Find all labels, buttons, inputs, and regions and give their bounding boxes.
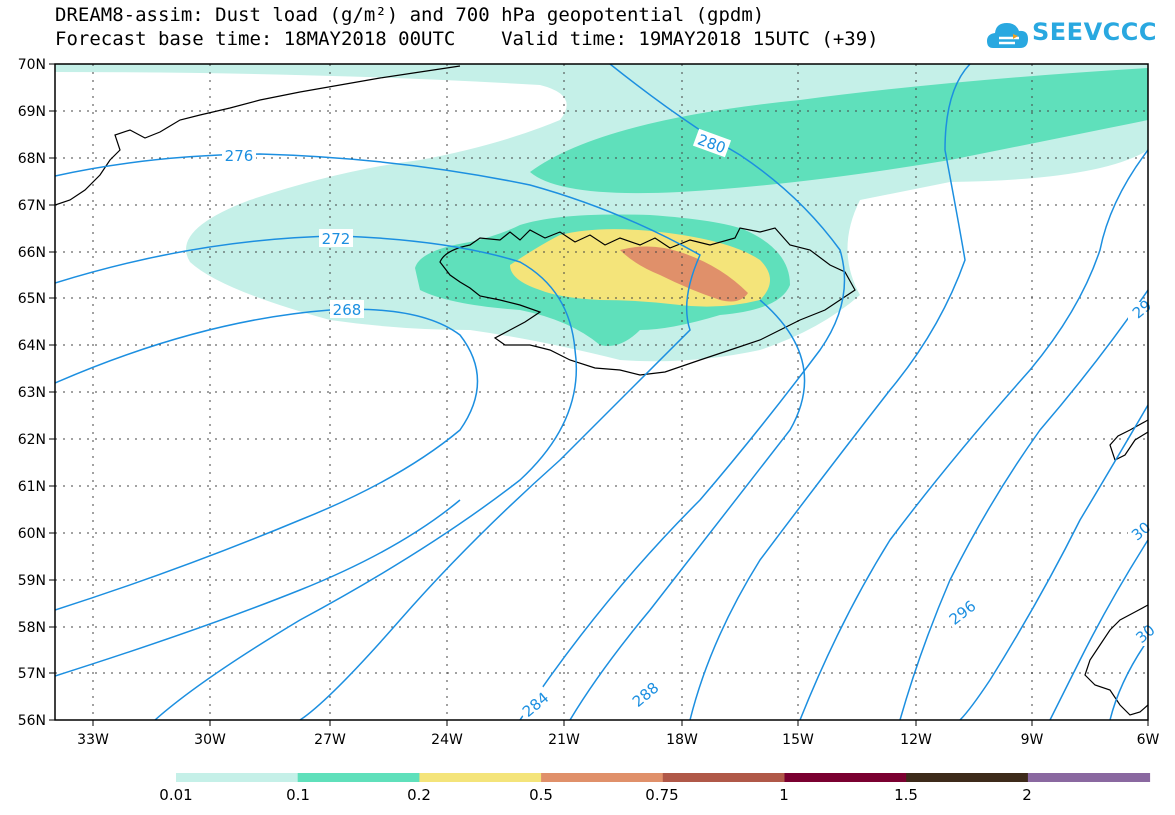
lat-label: 59N xyxy=(18,573,46,589)
latitude-labels: 70N 69N 68N 67N 66N 65N 64N 63N 62N 61N … xyxy=(18,57,46,729)
lat-label: 65N xyxy=(18,291,46,307)
contour-label: 276 xyxy=(225,147,254,165)
lon-label: 18W xyxy=(666,732,698,748)
coastlines xyxy=(55,65,1148,716)
lon-label: 24W xyxy=(431,732,463,748)
lat-label: 64N xyxy=(18,338,46,354)
colorbar-label: 2 xyxy=(1022,786,1032,804)
lat-label: 70N xyxy=(18,57,46,73)
contour-small-268 xyxy=(55,499,461,677)
colorbar-label: 0.01 xyxy=(159,786,192,804)
lon-label: 12W xyxy=(900,732,932,748)
colorbar-swatch xyxy=(662,773,785,782)
lon-label: 30W xyxy=(194,732,226,748)
contour-label: 272 xyxy=(322,230,351,248)
lat-label: 63N xyxy=(18,385,46,401)
lat-label: 58N xyxy=(18,620,46,636)
contour-304 xyxy=(1049,539,1148,720)
scotland-coastline xyxy=(1109,419,1148,461)
colorbar-swatch xyxy=(906,773,1029,782)
lon-label: 21W xyxy=(548,732,580,748)
lat-label: 60N xyxy=(18,526,46,542)
iceland-coastline xyxy=(439,227,856,376)
dust-area-0.01-small xyxy=(700,328,735,338)
graticule xyxy=(55,64,1148,720)
lat-label: 68N xyxy=(18,151,46,167)
colorbar-swatch xyxy=(1027,773,1151,782)
lon-label: 9W xyxy=(1021,732,1044,748)
colorbar xyxy=(176,773,1151,782)
lat-label: 62N xyxy=(18,432,46,448)
lon-label: 6W xyxy=(1137,732,1160,748)
colorbar-label: 0.5 xyxy=(529,786,553,804)
dust-shading xyxy=(55,64,1148,362)
lat-label: 57N xyxy=(18,666,46,682)
cloud-logo-icon xyxy=(987,23,1028,48)
contour-272 xyxy=(55,235,578,720)
contour-300 xyxy=(959,404,1148,720)
colorbar-swatch xyxy=(784,773,907,782)
contour-268 xyxy=(55,308,479,611)
colorbar-swatch xyxy=(541,773,664,782)
lat-label: 66N xyxy=(18,245,46,261)
lon-label: 15W xyxy=(782,732,814,748)
colorbar-swatch xyxy=(419,773,542,782)
colorbar-label: 1 xyxy=(779,786,789,804)
lon-label: 33W xyxy=(77,732,109,748)
chart-title: DREAM8-assim: Dust load (g/m²) and 700 h… xyxy=(55,4,765,26)
colorbar-swatch xyxy=(176,773,299,782)
dust-area-0.1-band xyxy=(530,68,1148,194)
colorbar-swatch xyxy=(297,773,420,782)
lat-label: 56N xyxy=(18,713,46,729)
logo-text: SEEVCCC xyxy=(1032,18,1157,46)
contour-284 xyxy=(569,299,806,720)
contour-label: 268 xyxy=(333,301,362,319)
contour-292 xyxy=(799,149,1148,720)
lat-label: 67N xyxy=(18,198,46,214)
british-isles-coastline xyxy=(1084,604,1148,716)
axis-ticks xyxy=(49,63,1149,726)
geopotential-contours xyxy=(55,64,1148,720)
contour-296 xyxy=(899,289,1148,720)
contour-308 xyxy=(1109,639,1148,720)
lat-label: 69N xyxy=(18,104,46,120)
lat-label: 61N xyxy=(18,479,46,495)
longitude-labels: 33W 30W 27W 24W 21W 18W 15W 12W 9W 6W xyxy=(77,732,1159,748)
colorbar-label: 1.5 xyxy=(894,786,918,804)
lon-label: 27W xyxy=(314,732,346,748)
colorbar-label: 0.75 xyxy=(645,786,678,804)
colorbar-label: 0.2 xyxy=(407,786,431,804)
contour-288 xyxy=(689,64,971,720)
chart-subtitle: Forecast base time: 18MAY2018 00UTC Vali… xyxy=(55,28,879,50)
colorbar-labels: 0.01 0.1 0.2 0.5 0.75 1 1.5 2 xyxy=(159,786,1031,804)
contour-280 xyxy=(519,64,846,720)
contour-276 xyxy=(55,153,701,720)
greenland-coastline xyxy=(55,65,461,206)
dust-area-0.5 xyxy=(620,246,748,302)
colorbar-label: 0.1 xyxy=(286,786,310,804)
